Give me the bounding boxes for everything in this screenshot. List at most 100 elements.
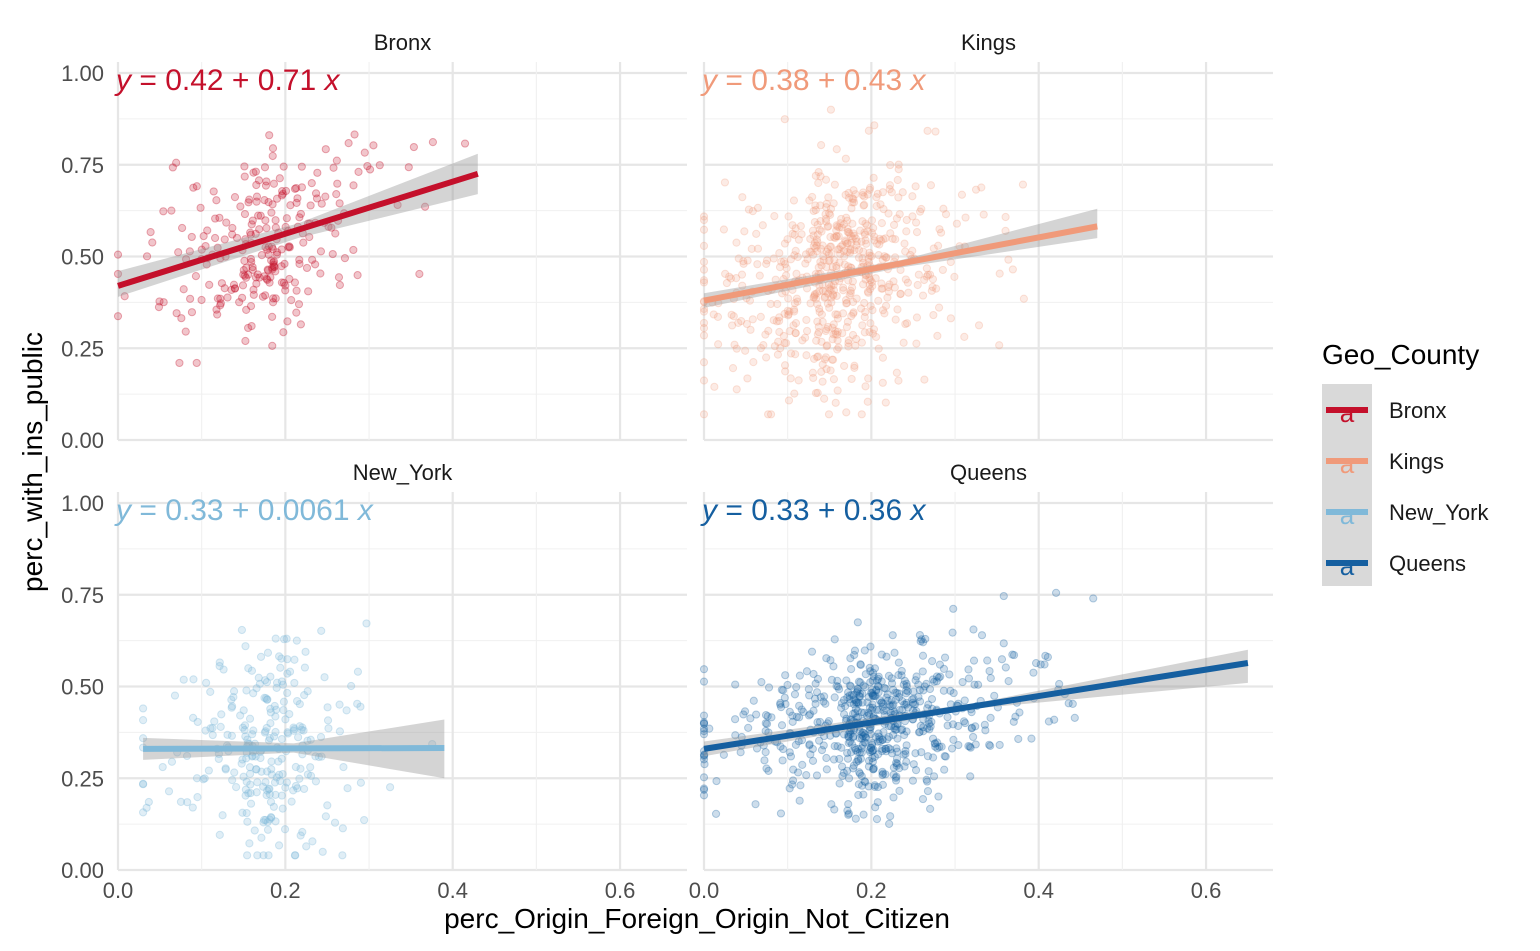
data-point xyxy=(892,688,902,698)
data-point xyxy=(878,306,888,315)
data-point xyxy=(846,654,855,663)
data-point xyxy=(172,309,181,318)
data-point xyxy=(895,764,904,773)
data-point xyxy=(821,214,831,223)
data-point xyxy=(928,675,938,684)
data-point xyxy=(311,752,320,761)
data-point xyxy=(839,247,848,256)
equation-label: y = 0.42 + 0.71 x xyxy=(114,64,341,97)
data-point xyxy=(819,256,828,265)
data-point xyxy=(267,770,276,779)
data-point xyxy=(460,139,470,148)
data-point xyxy=(857,708,866,717)
data-point xyxy=(320,673,329,682)
data-point xyxy=(263,817,272,827)
data-point xyxy=(244,323,253,333)
data-point xyxy=(732,238,741,247)
data-point xyxy=(297,162,306,171)
data-point xyxy=(1011,712,1020,721)
data-point xyxy=(861,236,870,245)
data-point xyxy=(957,190,967,199)
data-point xyxy=(155,297,164,306)
data-point xyxy=(813,317,822,326)
data-point xyxy=(833,345,842,354)
data-point xyxy=(809,373,818,383)
data-point xyxy=(813,238,822,247)
data-point xyxy=(909,694,918,703)
data-point xyxy=(880,683,889,693)
data-point xyxy=(919,723,928,732)
data-point xyxy=(699,278,709,287)
data-point xyxy=(293,194,302,203)
data-point xyxy=(279,162,288,171)
data-point xyxy=(893,734,902,743)
data-point xyxy=(796,781,805,790)
data-point xyxy=(775,263,785,272)
data-point xyxy=(918,667,927,676)
data-point xyxy=(144,797,153,807)
data-point xyxy=(930,739,939,748)
data-point xyxy=(866,319,875,328)
data-point xyxy=(856,678,865,687)
data-point xyxy=(164,787,174,796)
data-point xyxy=(268,294,278,303)
data-point xyxy=(220,284,229,293)
data-point xyxy=(958,677,967,687)
data-point xyxy=(818,241,827,250)
data-point xyxy=(902,319,912,328)
data-point xyxy=(836,249,845,259)
data-point xyxy=(837,699,846,708)
data-point xyxy=(840,260,849,269)
data-point xyxy=(271,817,280,826)
data-point xyxy=(838,771,847,781)
data-point xyxy=(775,249,784,258)
data-point xyxy=(865,248,874,257)
data-point xyxy=(244,789,253,798)
data-point xyxy=(895,786,904,796)
data-point xyxy=(813,674,823,684)
data-point xyxy=(891,758,901,768)
data-point xyxy=(142,252,152,261)
data-point xyxy=(844,732,853,741)
data-point xyxy=(285,243,294,252)
data-point xyxy=(930,677,939,686)
data-point xyxy=(835,223,844,232)
data-point xyxy=(926,181,936,190)
data-point xyxy=(267,765,276,774)
data-point xyxy=(863,711,872,720)
data-point xyxy=(783,235,792,244)
data-point xyxy=(699,225,709,234)
data-point xyxy=(872,815,882,824)
data-point xyxy=(848,709,858,718)
data-point xyxy=(241,732,250,741)
data-point xyxy=(844,276,853,285)
data-point xyxy=(277,654,286,663)
data-point xyxy=(900,700,909,709)
data-point xyxy=(780,115,789,124)
data-point xyxy=(814,178,823,188)
data-point xyxy=(223,730,232,739)
data-point xyxy=(699,677,709,686)
data-point xyxy=(985,666,994,676)
data-point xyxy=(246,789,255,798)
data-point xyxy=(869,764,878,773)
data-point xyxy=(269,732,279,741)
data-point xyxy=(858,728,867,737)
data-point xyxy=(852,713,861,722)
data-point xyxy=(829,233,839,242)
data-point xyxy=(240,721,250,730)
data-point xyxy=(873,189,882,198)
data-point xyxy=(824,193,833,202)
data-point xyxy=(354,167,363,176)
data-point xyxy=(843,754,853,763)
data-point xyxy=(246,228,255,237)
data-point xyxy=(719,750,728,759)
data-point xyxy=(848,194,857,203)
data-point xyxy=(871,732,880,742)
data-point xyxy=(855,748,864,757)
data-point xyxy=(737,270,747,279)
data-point xyxy=(801,250,811,259)
data-point xyxy=(209,187,218,196)
data-point xyxy=(228,702,237,711)
data-point xyxy=(282,778,291,787)
